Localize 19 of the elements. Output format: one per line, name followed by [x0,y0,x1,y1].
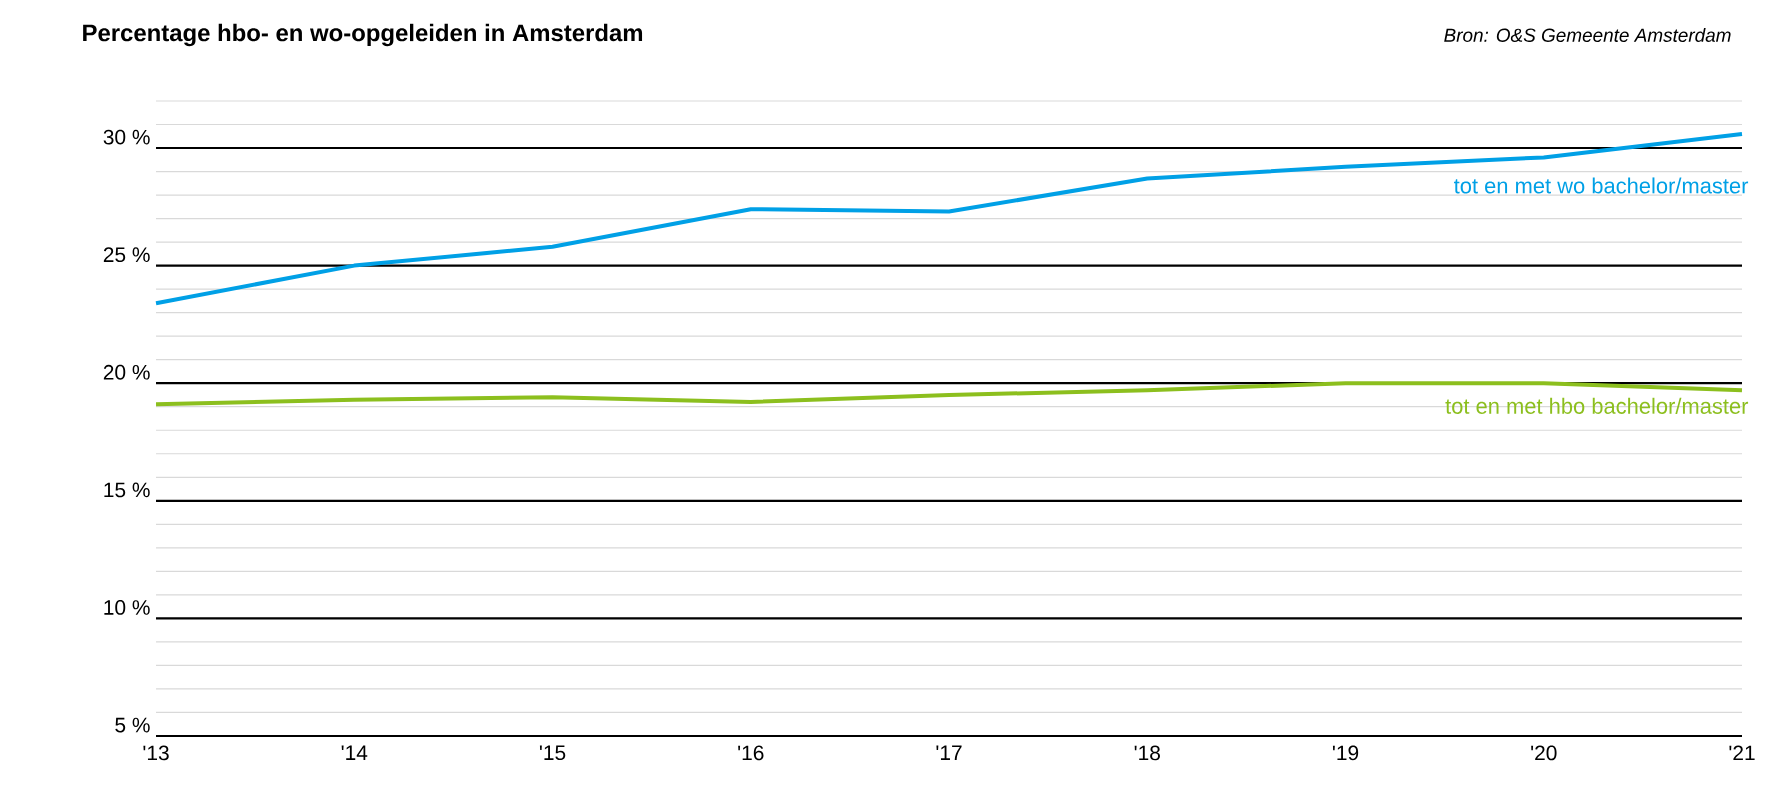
text: Bron: O&S Gemeente Amsterdam [1444,28,1731,42]
x-tick-label: '17 [936,745,962,760]
y-tick-label: 25 % [103,247,150,263]
x-tick-label: '19 [1332,745,1359,761]
x-tick-label: '16 [738,745,764,761]
y-tick-label: 10 % [104,600,150,615]
x-tick-label: '18 [1134,745,1160,761]
series-label: tot en met wo bachelor/master [1454,177,1749,194]
x-tick-label: '14 [341,745,368,760]
y-tick-label: 15 % [104,482,150,498]
y-tick-label: 5 % [115,717,150,733]
x-tick-label: '21 [1729,745,1755,761]
chart-title: Percentage hbo- en wo-opgeleiden in Amsterdam [83,23,643,47]
series-label: tot en met hbo bachelor/master [1445,397,1749,414]
x-tick-label: '15 [539,745,566,761]
y-tick-label: 30 % [103,129,150,145]
y-tick-label: 20 % [103,364,150,380]
x-tick-label: '20 [1531,745,1557,761]
x-tick-label: '13 [143,745,169,761]
